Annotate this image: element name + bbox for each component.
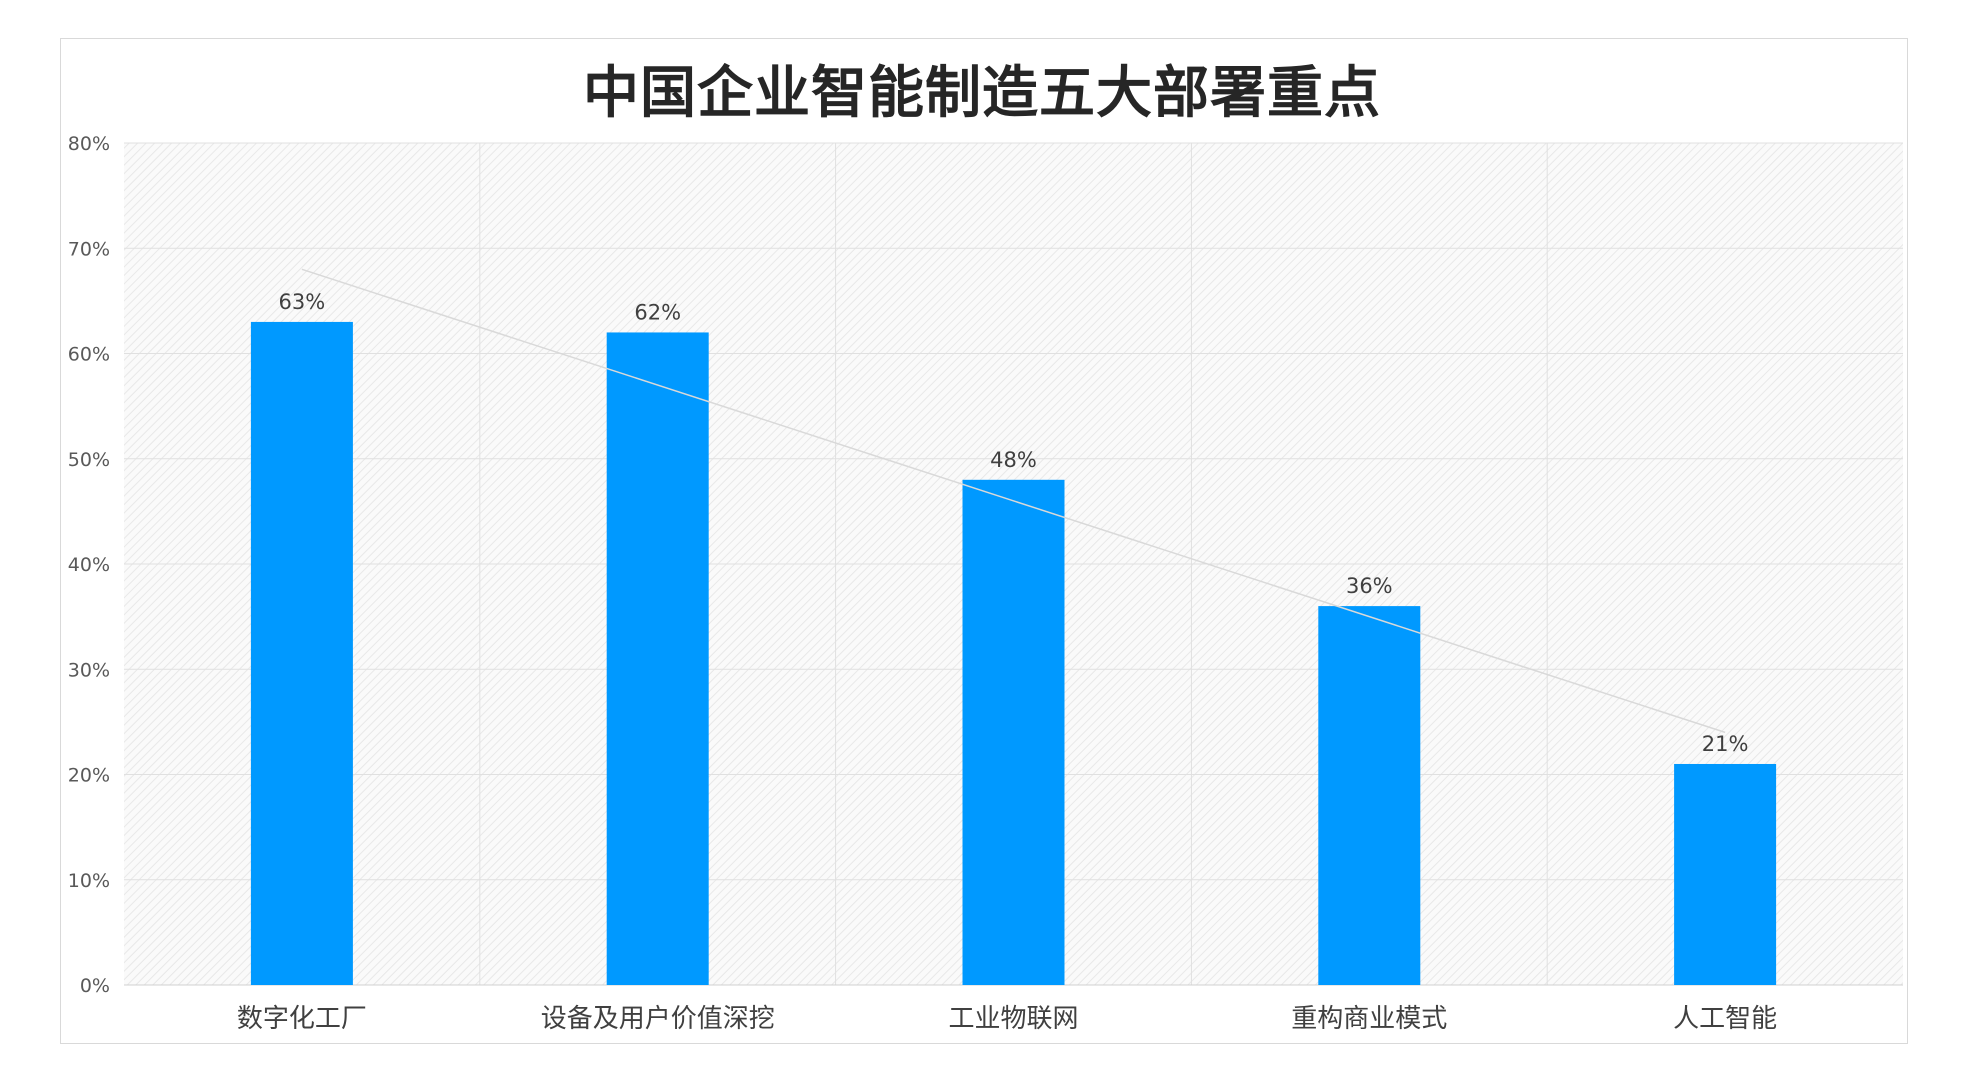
x-axis: 数字化工厂 设备及用户价值深挖 工业物联网 重构商业模式 人工智能	[237, 1004, 1777, 1034]
category-label: 数字化工厂	[237, 1004, 367, 1034]
y-tick-label: 30%	[68, 659, 110, 681]
data-label: 62%	[634, 300, 681, 324]
y-tick-label: 60%	[68, 344, 110, 366]
bar	[963, 480, 1065, 985]
bar	[607, 332, 709, 985]
y-tick-label: 10%	[68, 870, 110, 892]
bar	[251, 322, 353, 985]
y-tick-label: 20%	[68, 765, 110, 787]
category-label: 重构商业模式	[1291, 1004, 1447, 1034]
data-label: 36%	[1346, 574, 1393, 598]
y-tick-label: 70%	[68, 238, 110, 260]
data-label: 48%	[990, 448, 1037, 472]
y-tick-label: 50%	[68, 449, 110, 471]
data-label: 21%	[1702, 732, 1749, 756]
y-axis: 0% 10% 20% 30% 40% 50% 60% 70% 80%	[68, 133, 110, 997]
y-tick-label: 40%	[68, 554, 110, 576]
category-label: 设备及用户价值深挖	[541, 1004, 775, 1034]
category-label: 人工智能	[1673, 1004, 1777, 1034]
data-label: 63%	[279, 290, 326, 314]
y-tick-label: 0%	[80, 975, 110, 997]
y-tick-label: 80%	[68, 133, 110, 155]
bar	[1318, 606, 1420, 985]
category-label: 工业物联网	[948, 1004, 1078, 1034]
bar	[1674, 764, 1776, 985]
